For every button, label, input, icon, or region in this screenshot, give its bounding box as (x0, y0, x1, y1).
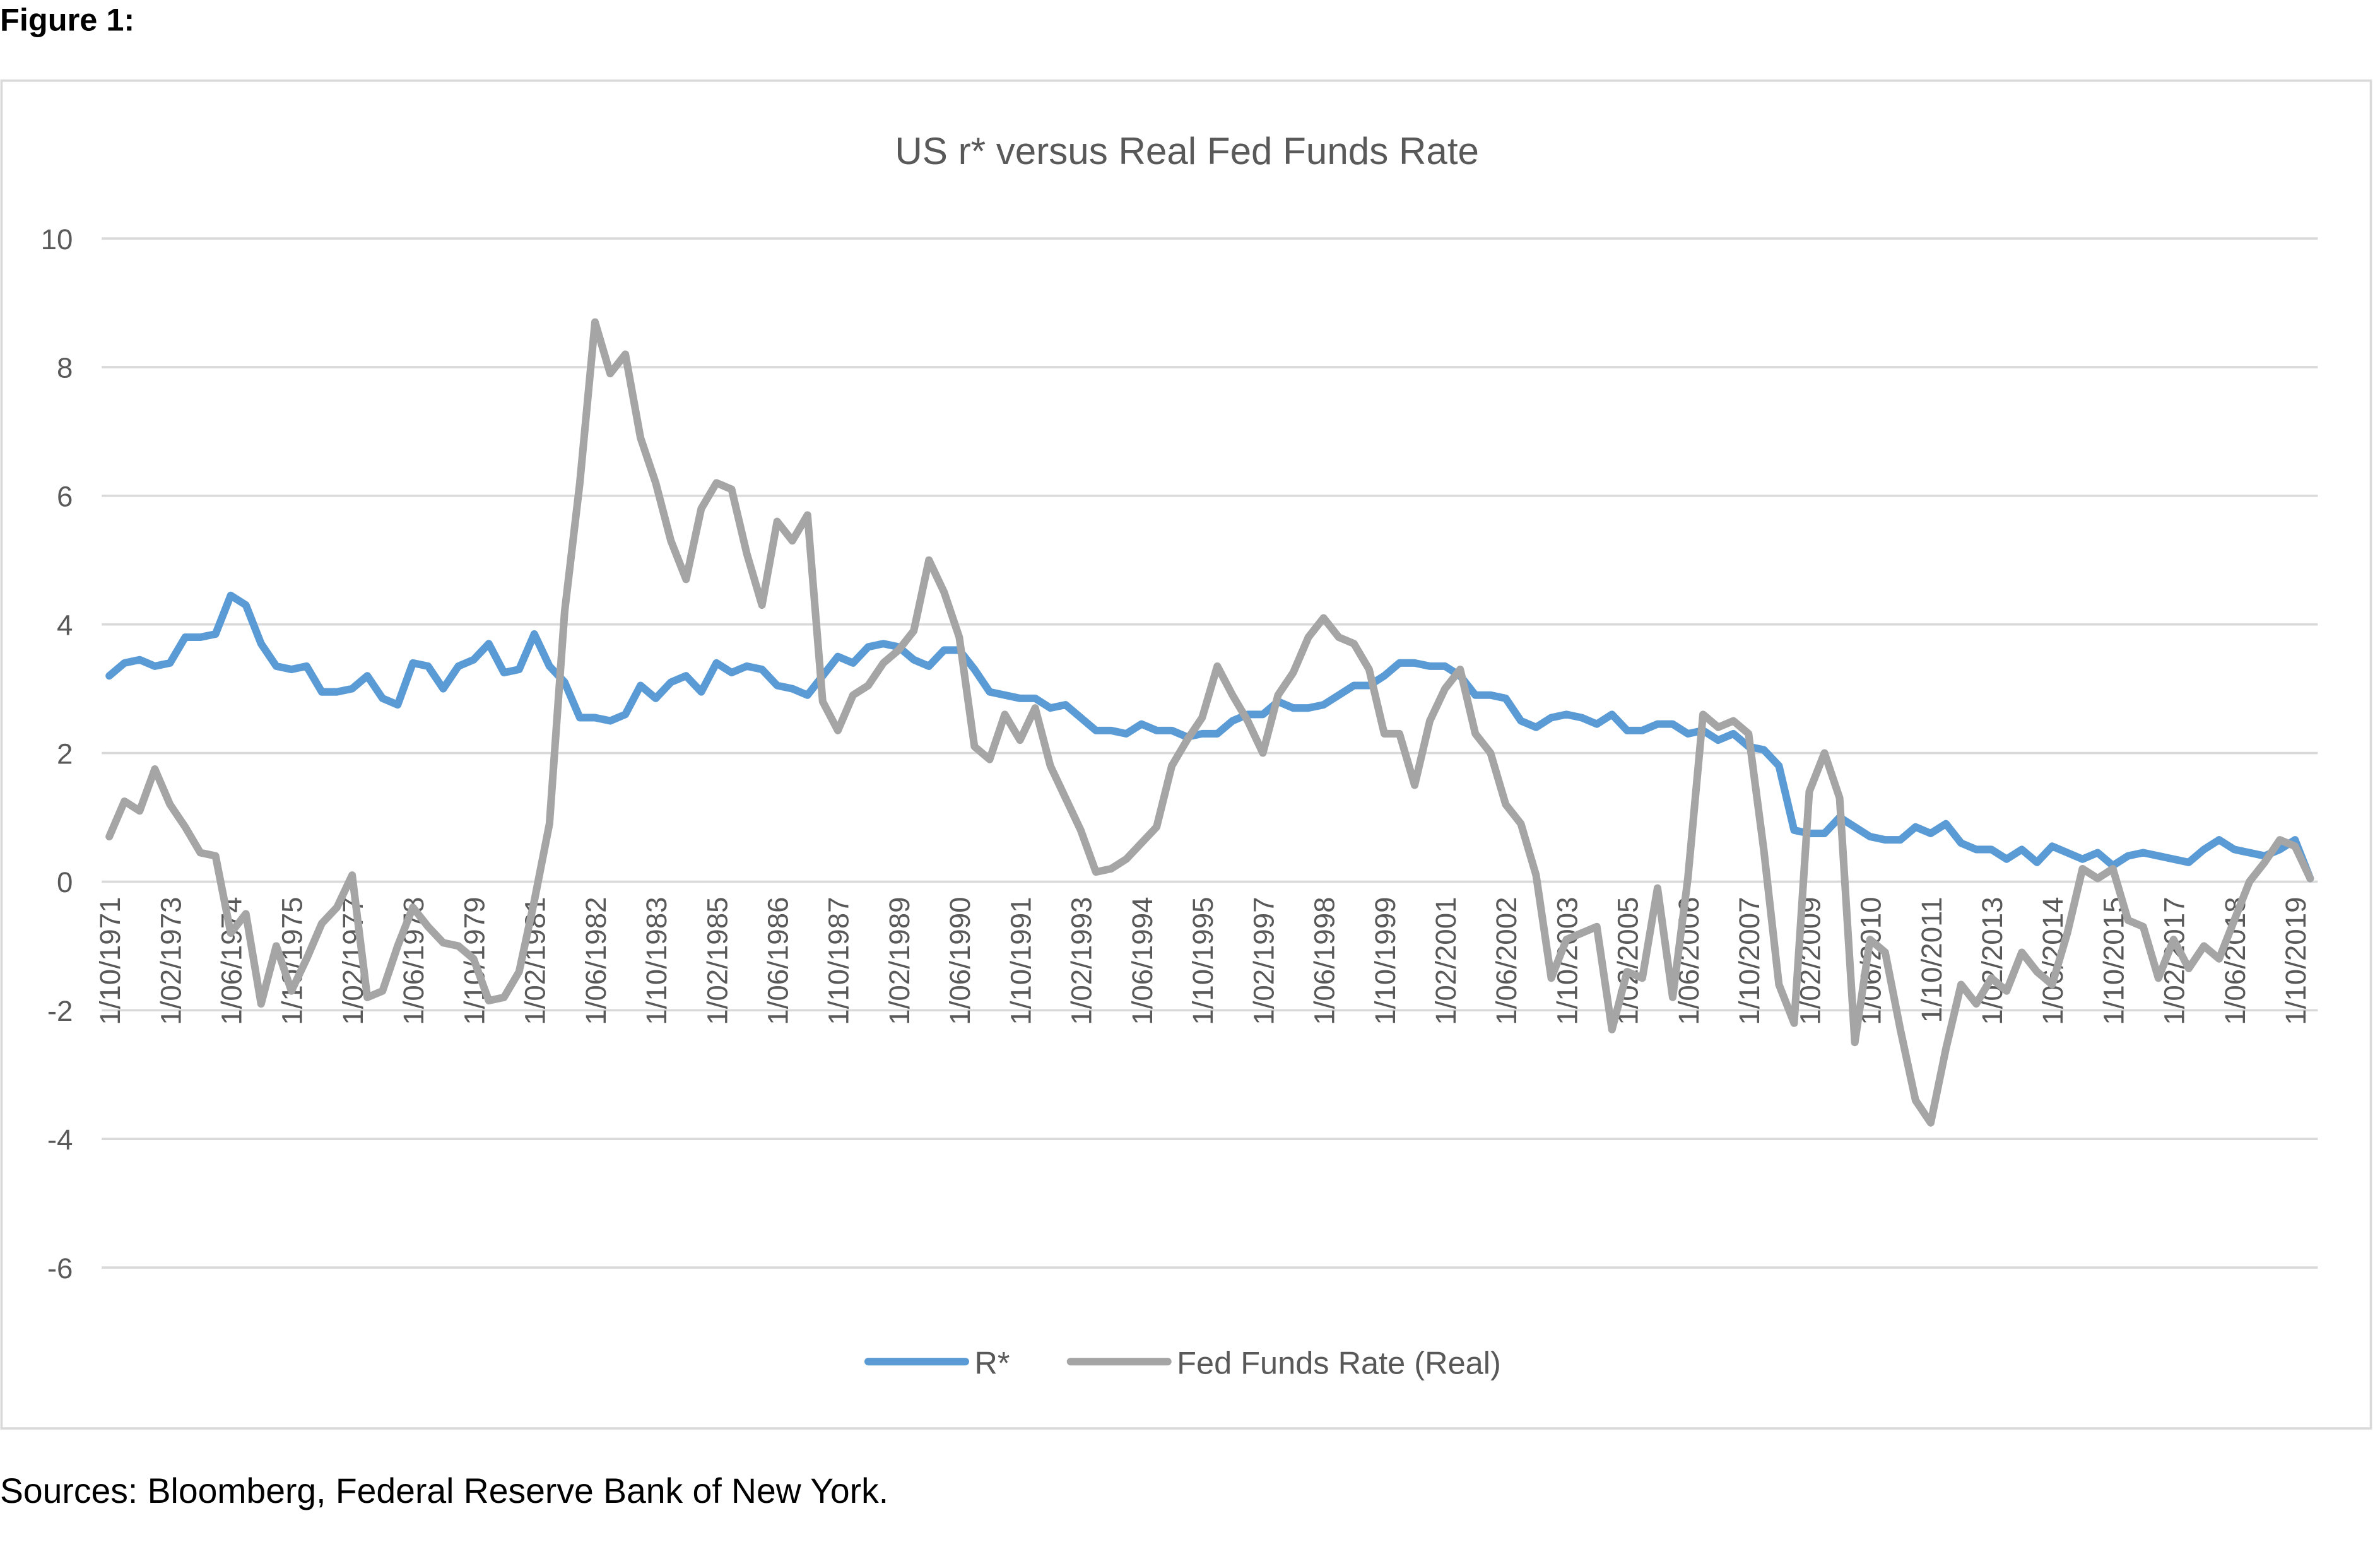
x-tick-label: 1/10/2019 (2280, 897, 2312, 1025)
x-tick-label: 1/10/2011 (1916, 897, 1948, 1023)
x-tick-label: 1/02/2013 (1976, 897, 2008, 1025)
x-tick-label: 1/06/1982 (580, 897, 612, 1025)
y-tick-label: 0 (57, 866, 73, 898)
x-tick-label: 1/06/1986 (762, 897, 794, 1025)
x-tick-label: 1/06/2014 (2037, 897, 2069, 1025)
y-tick-label: 6 (57, 481, 73, 513)
x-tick-label: 1/02/1989 (883, 897, 916, 1025)
x-tick-label: 1/02/1993 (1066, 897, 1098, 1025)
x-tick-label: 1/06/1990 (944, 897, 976, 1025)
x-tick-label: 1/10/2007 (1733, 897, 1765, 1025)
x-tick-label: 1/10/1995 (1187, 897, 1219, 1025)
x-tick-label: 1/06/1978 (398, 897, 430, 1025)
x-tick-label: 1/10/1971 (94, 897, 126, 1025)
data-line (105, 591, 2314, 883)
y-tick-label: 4 (57, 609, 73, 641)
data-line (105, 318, 2314, 1127)
x-tick-label: 1/06/2002 (1490, 897, 1523, 1025)
x-tick-label: 1/10/1987 (823, 897, 855, 1025)
x-tick-label: 1/06/1994 (1126, 897, 1158, 1025)
x-tick-label: 1/02/1973 (155, 897, 187, 1025)
chart-frame (0, 79, 2372, 1430)
source-note: Sources: Bloomberg, Federal Reserve Bank… (0, 1471, 888, 1510)
x-tick-label: 1/06/1998 (1309, 897, 1341, 1025)
y-tick-label: 10 (41, 223, 73, 256)
y-tick-label: -6 (47, 1252, 73, 1285)
y-tick-label: 2 (57, 738, 73, 770)
x-tick-label: 1/02/2001 (1430, 897, 1462, 1025)
x-tick-label: 1/02/1985 (701, 897, 733, 1025)
figure-label: Figure 1: (0, 1, 134, 37)
legend-label: Fed Funds Rate (Real) (1177, 1344, 1501, 1380)
y-tick-label: -4 (47, 1124, 73, 1156)
x-tick-label: 1/10/1991 (1004, 897, 1037, 1025)
chart-title: US r* versus Real Fed Funds Rate (895, 130, 1479, 172)
legend-label: R* (974, 1344, 1010, 1380)
x-tick-label: 1/02/1997 (1247, 897, 1280, 1025)
x-tick-label: 1/10/1983 (640, 897, 673, 1025)
x-tick-label: 1/10/1999 (1369, 897, 1401, 1025)
y-tick-label: 8 (57, 352, 73, 384)
y-tick-label: -2 (47, 995, 73, 1027)
